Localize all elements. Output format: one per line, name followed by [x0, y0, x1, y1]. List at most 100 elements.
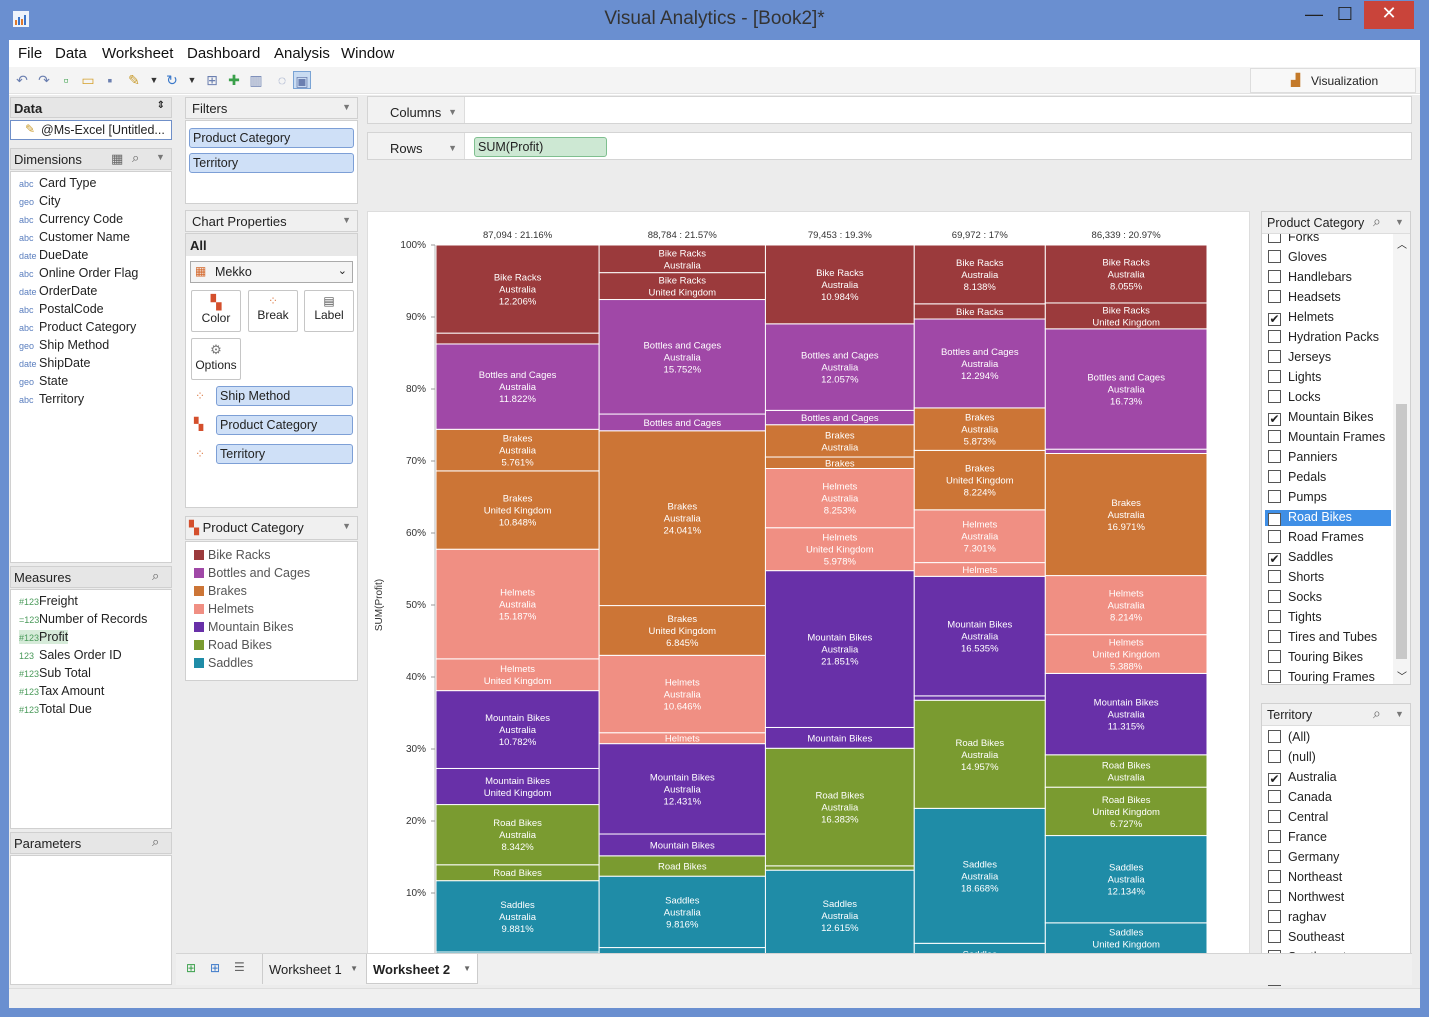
checkbox-icon[interactable]	[1268, 390, 1281, 403]
checkbox-icon[interactable]	[1268, 790, 1281, 803]
scrollbar-thumb[interactable]	[1396, 404, 1407, 659]
filter-checkbox-item[interactable]: Tights	[1268, 610, 1322, 624]
filter-checkbox-item[interactable]: Socks	[1268, 590, 1322, 604]
checkbox-icon[interactable]	[1268, 590, 1281, 603]
chevron-down-icon[interactable]: ▼	[187, 75, 197, 85]
dimension-field[interactable]: abc Product Category	[19, 320, 136, 334]
redo-icon[interactable]: ↷	[38, 72, 50, 88]
checkbox-icon[interactable]	[1268, 270, 1281, 283]
scrollbar[interactable]: ︿ ﹀	[1393, 234, 1410, 684]
columns-shelf[interactable]: Columns ▼	[367, 96, 1412, 124]
menu-window[interactable]: Window	[341, 45, 395, 62]
menu-analysis[interactable]: Analysis	[274, 45, 330, 62]
measure-field[interactable]: #123Total Due	[19, 702, 92, 716]
refresh-icon[interactable]: ↻	[166, 72, 178, 88]
new-sheet-icon[interactable]: ⊞	[206, 72, 218, 88]
dimension-field[interactable]: date ShipDate	[19, 356, 90, 370]
filter-checkbox-item[interactable]: Northeast	[1268, 870, 1342, 884]
options-button[interactable]: ⚙ Options	[191, 338, 241, 380]
dimension-field[interactable]: date OrderDate	[19, 284, 97, 298]
menu-file[interactable]: File	[18, 45, 43, 62]
checkbox-icon[interactable]	[1268, 890, 1281, 903]
filter-checkbox-item[interactable]: ✔ Helmets	[1268, 310, 1334, 326]
color-button[interactable]: ▚ Color	[191, 290, 241, 332]
add-chart-icon[interactable]: ✚	[228, 72, 240, 88]
chevron-down-icon[interactable]: ▼	[448, 143, 457, 153]
assigned-pill-product-category[interactable]: Product Category	[216, 415, 353, 435]
checked-checkbox-icon[interactable]: ✔	[1268, 552, 1281, 566]
checkbox-icon[interactable]	[1268, 670, 1281, 683]
dimension-field[interactable]: abc Territory	[19, 392, 84, 406]
legend-item[interactable]: Mountain Bikes	[194, 620, 293, 634]
legend-item[interactable]: Helmets	[194, 602, 254, 616]
chevron-down-icon[interactable]: ▼	[149, 75, 159, 85]
filter-checkbox-item[interactable]: (All)	[1268, 730, 1310, 744]
filter-checkbox-item[interactable]: Touring Frames	[1268, 670, 1375, 684]
search-icon[interactable]: ⌕	[132, 150, 140, 165]
filter-checkbox-item[interactable]: ✔ Saddles	[1268, 550, 1333, 566]
measure-field[interactable]: #123Freight	[19, 594, 78, 608]
filter-checkbox-item[interactable]: Central	[1268, 810, 1328, 824]
fit-view-icon[interactable]: ▣	[293, 71, 311, 89]
filter-checkbox-item[interactable]: (null)	[1268, 750, 1316, 764]
scope-all-tab[interactable]: All	[186, 234, 357, 256]
checkbox-icon[interactable]	[1268, 370, 1281, 383]
new-icon[interactable]: ▫	[63, 72, 69, 88]
checkbox-icon[interactable]	[1268, 490, 1281, 503]
chevron-down-icon[interactable]: ▼	[342, 102, 351, 112]
search-icon[interactable]: ⌕	[152, 568, 160, 583]
measure-field[interactable]: =123Number of Records	[19, 612, 147, 626]
filter-pill-product-category[interactable]: Product Category	[189, 128, 354, 148]
filter-checkbox-item[interactable]: ✔ Mountain Bikes	[1268, 410, 1373, 426]
maximize-button[interactable]: ☐	[1336, 4, 1354, 24]
label-button[interactable]: ▤ Label	[304, 290, 354, 332]
clear-icon[interactable]: ◌	[277, 72, 287, 88]
search-icon[interactable]: ⌕	[152, 834, 160, 849]
dimension-field[interactable]: abc Online Order Flag	[19, 266, 138, 280]
checkbox-icon[interactable]	[1268, 570, 1281, 583]
checkbox-icon[interactable]	[1268, 610, 1281, 623]
checkbox-icon[interactable]	[1268, 450, 1281, 463]
close-button[interactable]: ✕	[1364, 1, 1414, 29]
sheet-list-icon[interactable]: ☰	[234, 960, 245, 974]
chevron-down-icon[interactable]: ▼	[1395, 709, 1404, 719]
assigned-pill-ship-method[interactable]: Ship Method	[216, 386, 353, 406]
checkbox-icon[interactable]	[1268, 330, 1281, 343]
assigned-pill-territory[interactable]: Territory	[216, 444, 353, 464]
filter-checkbox-item[interactable]: Mountain Frames	[1268, 430, 1385, 444]
filter-checkbox-item[interactable]: Shorts	[1268, 570, 1324, 584]
search-icon[interactable]: ⌕	[1373, 705, 1381, 721]
legend-item[interactable]: Brakes	[194, 584, 247, 598]
rows-shelf[interactable]: Rows ▼ SUM(Profit)	[367, 132, 1412, 160]
save-icon[interactable]: ▪	[107, 72, 113, 88]
measure-field[interactable]: #123Profit	[19, 630, 69, 644]
filter-checkbox-item[interactable]: Canada	[1268, 790, 1332, 804]
dimension-field[interactable]: geo City	[19, 194, 61, 208]
checkbox-icon[interactable]	[1268, 650, 1281, 663]
checkbox-icon[interactable]	[1268, 850, 1281, 863]
filter-checkbox-item[interactable]: Southeast	[1268, 930, 1344, 944]
measure-field[interactable]: #123Sub Total	[19, 666, 91, 680]
checkbox-icon[interactable]	[1268, 930, 1281, 943]
chevron-down-icon[interactable]: ▼	[1395, 217, 1404, 227]
filter-checkbox-item[interactable]: ✔ Road Bikes	[1265, 510, 1391, 526]
filter-pill-territory[interactable]: Territory	[189, 153, 354, 173]
filter-checkbox-item[interactable]: Locks	[1268, 390, 1321, 404]
checkbox-icon[interactable]	[1268, 730, 1281, 743]
open-folder-icon[interactable]: ▭	[81, 72, 95, 88]
filter-checkbox-item[interactable]: Gloves	[1268, 250, 1327, 264]
filter-checkbox-item[interactable]: Tires and Tubes	[1268, 630, 1377, 644]
checked-checkbox-icon[interactable]: ✔	[1268, 512, 1281, 526]
chevron-down-icon[interactable]: ▼	[350, 964, 358, 973]
checkbox-icon[interactable]	[1268, 810, 1281, 823]
menu-data[interactable]: Data	[55, 45, 87, 62]
chart-icon[interactable]: ▥	[249, 72, 263, 88]
filter-checkbox-item[interactable]: France	[1268, 830, 1327, 844]
tab-worksheet-1[interactable]: Worksheet 1 ▼	[262, 954, 364, 984]
chevron-up-icon[interactable]: ︿	[1397, 240, 1407, 251]
checkbox-icon[interactable]	[1268, 830, 1281, 843]
filter-checkbox-item[interactable]: Lights	[1268, 370, 1321, 384]
undo-icon[interactable]: ↶	[16, 72, 28, 88]
chevron-down-icon[interactable]: ﹀	[1397, 672, 1407, 683]
search-icon[interactable]: ⌕	[1373, 213, 1381, 229]
